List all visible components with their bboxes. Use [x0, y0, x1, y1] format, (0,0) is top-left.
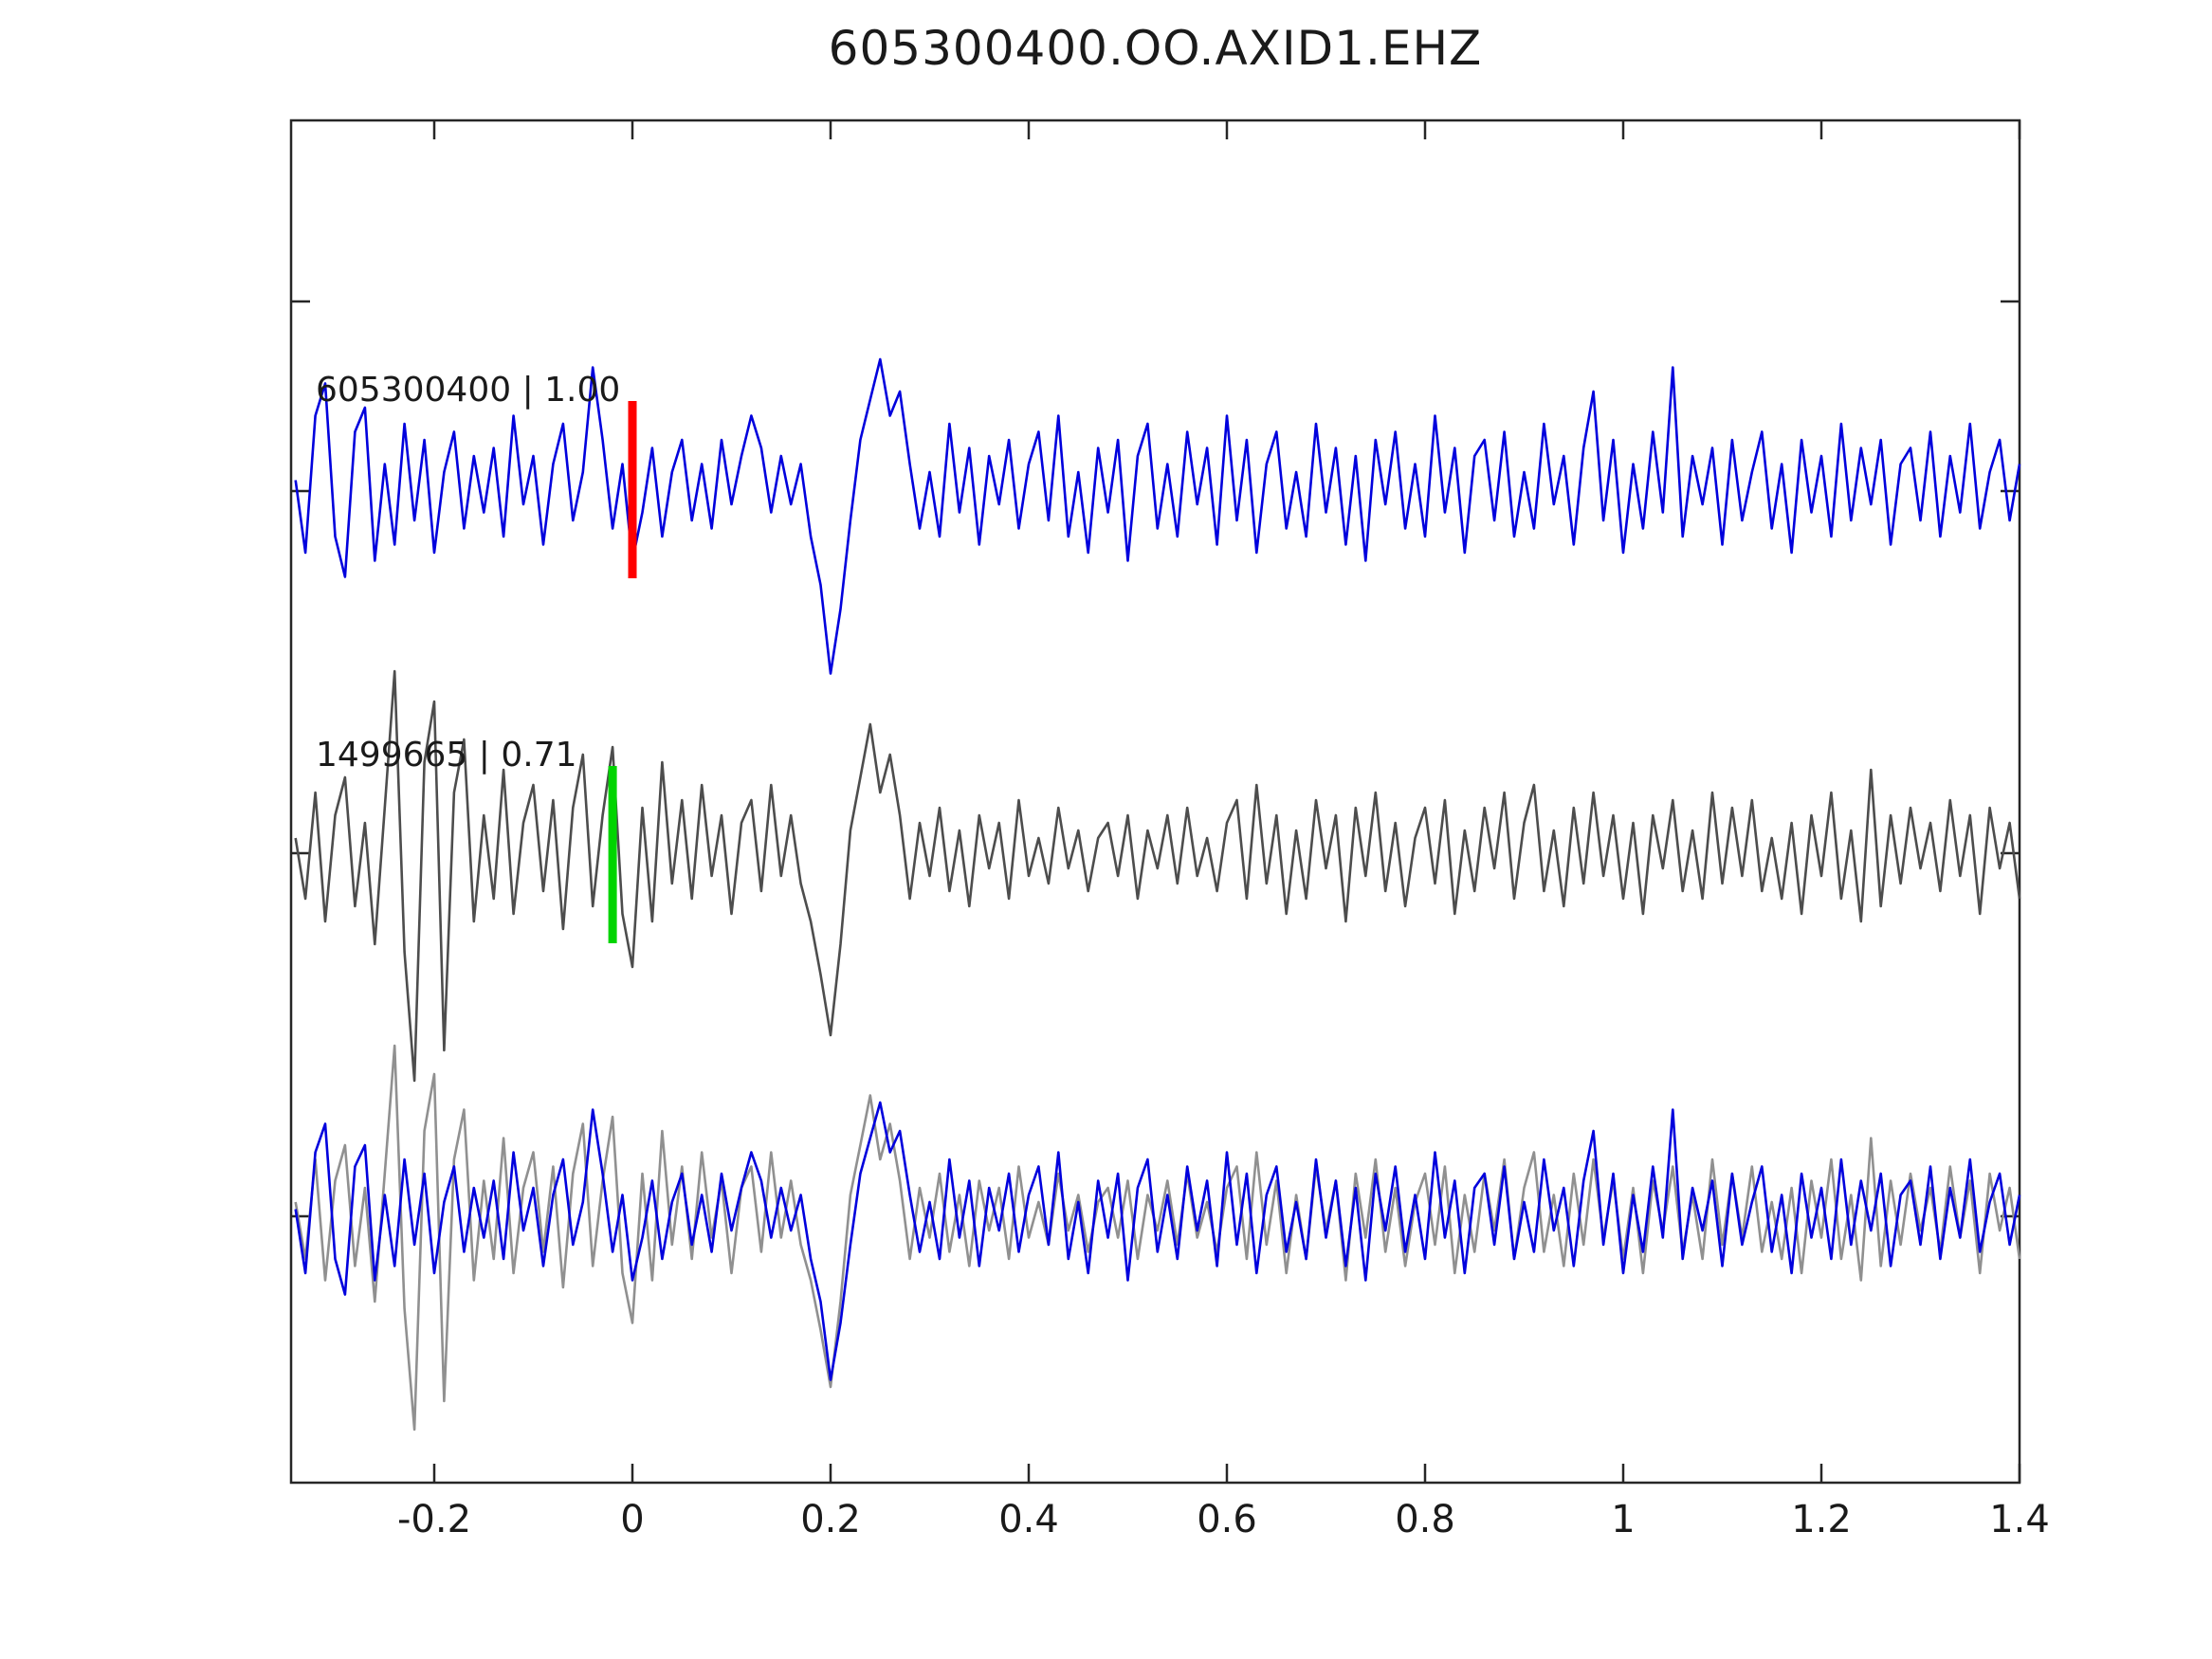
trace-label: 1499665 | 0.71 [316, 736, 577, 775]
waveform-trace-605300400 [294, 357, 2021, 675]
waveform-trace-1499665 [294, 1044, 2021, 1431]
trace-label: 605300400 | 1.00 [316, 371, 620, 410]
x-tick-label: -0.2 [397, 1498, 471, 1541]
x-tick-label: 0.2 [800, 1498, 861, 1541]
waveform-trace-605300400 [294, 1101, 2021, 1381]
x-tick-label: 0 [620, 1498, 644, 1541]
chart-title: 605300400.OO.AXID1.EHZ [828, 21, 1483, 76]
x-tick-label: 0.6 [1197, 1498, 1257, 1541]
x-tick-label: 0.4 [998, 1498, 1059, 1541]
waveform-trace-1499665 [294, 669, 2021, 1083]
plot-border [289, 118, 2021, 1485]
x-tick-label: 1.4 [1989, 1498, 2050, 1541]
x-tick-label: 0.8 [1395, 1498, 1455, 1541]
x-tick-label: 1.2 [1791, 1498, 1852, 1541]
x-tick-label: 1 [1611, 1498, 1635, 1541]
